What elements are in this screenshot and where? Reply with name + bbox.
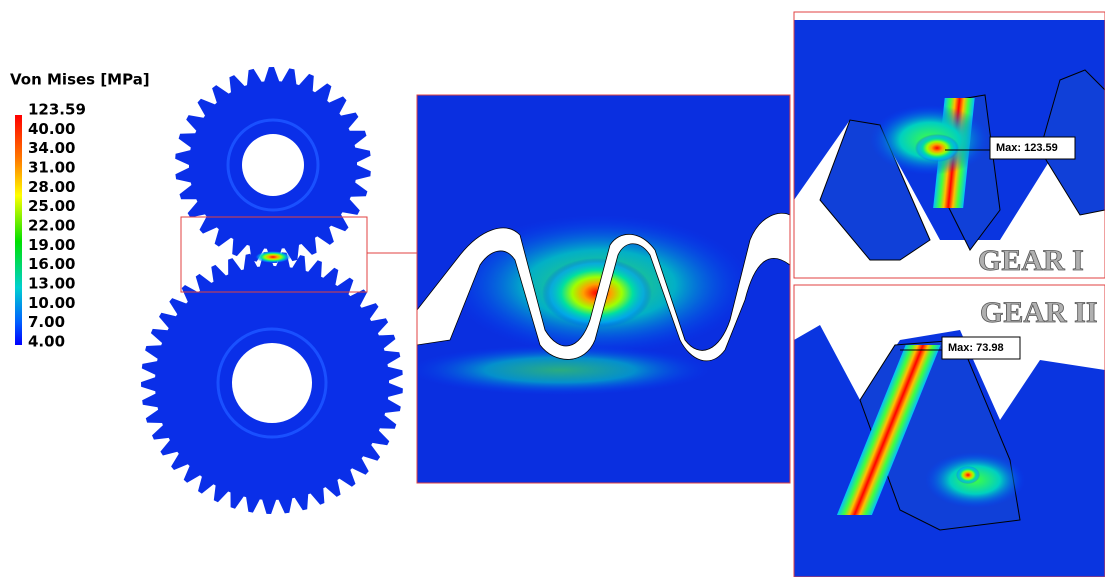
stress-peak [956, 466, 980, 484]
gear-2-panel: Max: 73.98 GEAR II [794, 285, 1105, 577]
legend-label: 123.59 [28, 101, 86, 119]
legend-label: 13.00 [28, 275, 75, 293]
gears [141, 67, 403, 514]
max-label: Max: 123.59 [996, 142, 1058, 154]
middle-panel [410, 95, 790, 483]
gear-label: GEAR II [980, 296, 1098, 329]
color-bar [15, 115, 22, 345]
legend-label: 7.00 [28, 313, 65, 331]
gear-1-panel: Max: 123.59 GEAR I [794, 12, 1105, 278]
contact-stress [255, 251, 291, 263]
legend-title: Von Mises [MPa] [10, 71, 150, 89]
legend-label: 31.00 [28, 159, 75, 177]
gear-label: GEAR I [978, 244, 1084, 277]
page: {"legend": {"title": "Von Mises [MPa]", … [0, 0, 1105, 577]
legend-label: 25.00 [28, 197, 75, 215]
legend-label: 4.00 [28, 333, 65, 351]
gear-hole [242, 134, 304, 196]
legend-label: 19.00 [28, 236, 75, 254]
legend-label: 10.00 [28, 294, 75, 312]
stress-peak [915, 134, 959, 162]
legend-label: 28.00 [28, 178, 75, 196]
figure: Von Mises [MPa] 123.5940.0034.00 31.0028.… [0, 0, 1105, 577]
legend-label: 34.00 [28, 139, 75, 157]
max-label: Max: 73.98 [948, 342, 1004, 354]
legend-label: 16.00 [28, 255, 75, 273]
gear-hole [232, 343, 312, 423]
legend-label: 40.00 [28, 120, 75, 138]
legend-label: 22.00 [28, 217, 75, 235]
